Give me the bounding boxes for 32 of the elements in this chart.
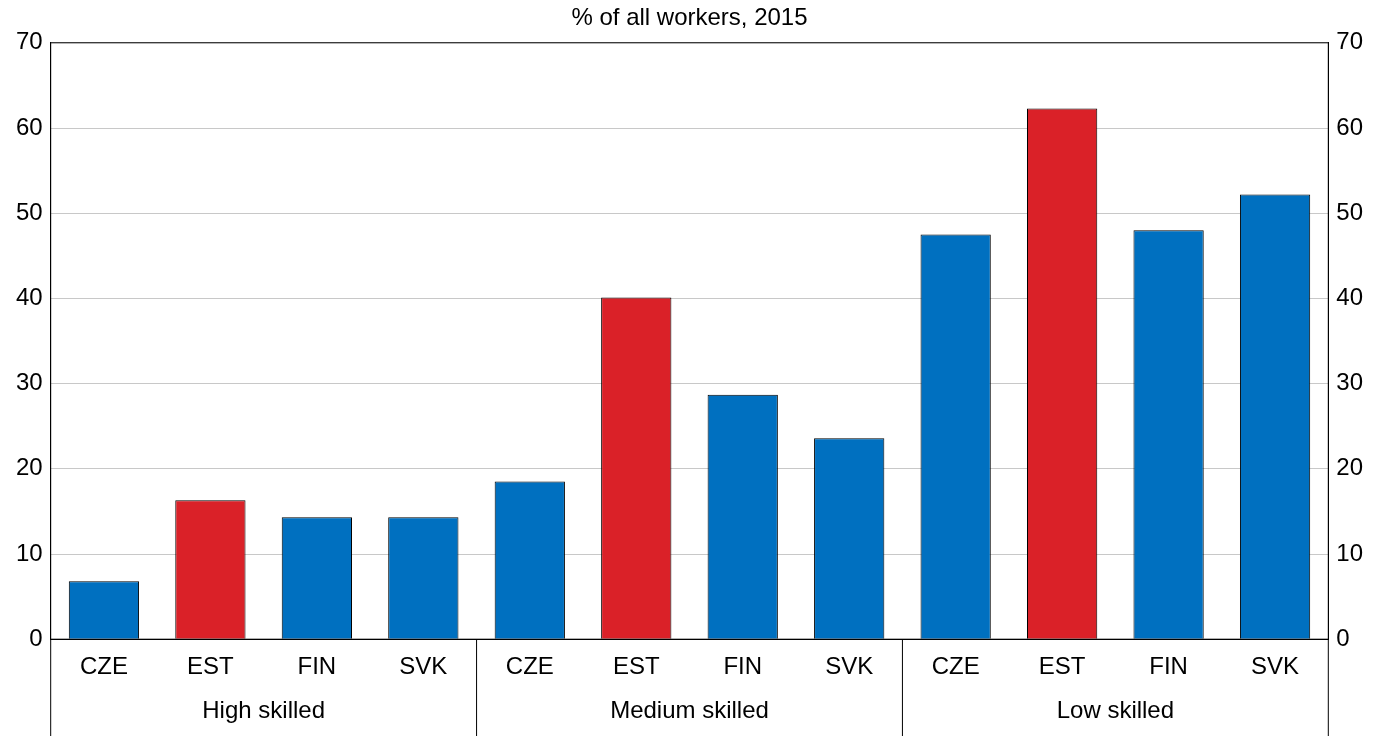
- x-tick-label: FIN: [297, 652, 337, 680]
- y-tick-label: 40: [15, 283, 43, 311]
- y-tick-label: 30: [15, 368, 43, 396]
- y2-tick-label: 70: [1336, 27, 1364, 55]
- y2-tick-label: 0: [1336, 623, 1350, 651]
- y-tick-label: 10: [15, 538, 43, 566]
- x-tick-label: EST: [1038, 652, 1086, 680]
- y2-tick-label: 60: [1336, 112, 1364, 140]
- x-tick-label: CZE: [79, 652, 128, 680]
- y2-tick-label: 20: [1336, 453, 1364, 481]
- y2-tick-label: 40: [1336, 283, 1364, 311]
- y-tick-label: 50: [15, 197, 43, 225]
- y-tick-label: 0: [29, 623, 43, 651]
- x-tick-label: SVK: [825, 652, 874, 680]
- y2-tick-label: 30: [1336, 368, 1364, 396]
- text: Low skilled: [1056, 695, 1175, 723]
- chart-title: % of all workers, 2015: [571, 3, 808, 31]
- x-tick-label: CZE: [931, 652, 980, 680]
- text: Medium skilled: [610, 695, 769, 723]
- y2-tick-label: 10: [1336, 538, 1364, 566]
- x-tick-label: FIN: [723, 652, 763, 680]
- y2-tick-label: 50: [1336, 197, 1364, 225]
- x-tick-label: EST: [187, 652, 235, 680]
- x-tick-label: SVK: [399, 652, 448, 680]
- y-tick-label: 70: [15, 27, 43, 55]
- x-tick-label: SVK: [1251, 652, 1300, 680]
- text: High skilled: [202, 695, 325, 723]
- y-tick-label: 60: [15, 112, 43, 140]
- x-tick-label: CZE: [505, 652, 554, 680]
- y-tick-label: 20: [15, 453, 43, 481]
- x-tick-label: EST: [612, 652, 660, 680]
- x-tick-label: FIN: [1149, 652, 1188, 680]
